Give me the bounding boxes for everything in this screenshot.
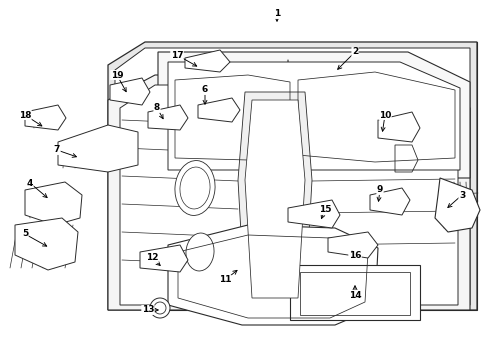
Polygon shape	[377, 112, 419, 142]
Polygon shape	[25, 182, 82, 225]
Polygon shape	[434, 178, 479, 232]
Text: 14: 14	[348, 291, 361, 300]
Text: 8: 8	[154, 104, 160, 112]
Polygon shape	[148, 105, 187, 130]
Text: 6: 6	[202, 85, 208, 94]
Polygon shape	[120, 85, 457, 305]
Text: 16: 16	[348, 252, 361, 261]
Text: 18: 18	[19, 111, 31, 120]
Polygon shape	[108, 42, 476, 310]
Polygon shape	[108, 75, 469, 310]
Text: 15: 15	[318, 206, 330, 215]
Ellipse shape	[175, 161, 215, 215]
Circle shape	[150, 298, 170, 318]
Polygon shape	[327, 232, 377, 258]
Polygon shape	[287, 200, 339, 228]
Polygon shape	[244, 100, 305, 298]
Text: 11: 11	[218, 275, 231, 284]
Polygon shape	[110, 78, 150, 105]
Polygon shape	[168, 225, 377, 325]
Polygon shape	[115, 48, 469, 305]
Text: 9: 9	[376, 185, 383, 194]
Polygon shape	[158, 52, 469, 178]
Ellipse shape	[185, 233, 214, 271]
Polygon shape	[289, 265, 419, 320]
Text: 19: 19	[110, 71, 123, 80]
Polygon shape	[58, 125, 138, 172]
Text: 7: 7	[54, 145, 60, 154]
Text: 17: 17	[170, 50, 183, 59]
Text: 4: 4	[27, 179, 33, 188]
Text: 3: 3	[458, 190, 464, 199]
Polygon shape	[238, 92, 311, 305]
Text: 12: 12	[145, 253, 158, 262]
Text: 10: 10	[378, 111, 390, 120]
Polygon shape	[198, 98, 240, 122]
Polygon shape	[140, 245, 187, 272]
Text: 5: 5	[22, 230, 28, 238]
Text: 2: 2	[351, 48, 357, 57]
Text: 13: 13	[142, 306, 154, 315]
Polygon shape	[25, 105, 66, 130]
Polygon shape	[145, 42, 476, 310]
Text: 1: 1	[273, 9, 280, 18]
Polygon shape	[184, 50, 229, 72]
Polygon shape	[369, 188, 409, 215]
Polygon shape	[168, 62, 459, 170]
Polygon shape	[15, 218, 78, 270]
